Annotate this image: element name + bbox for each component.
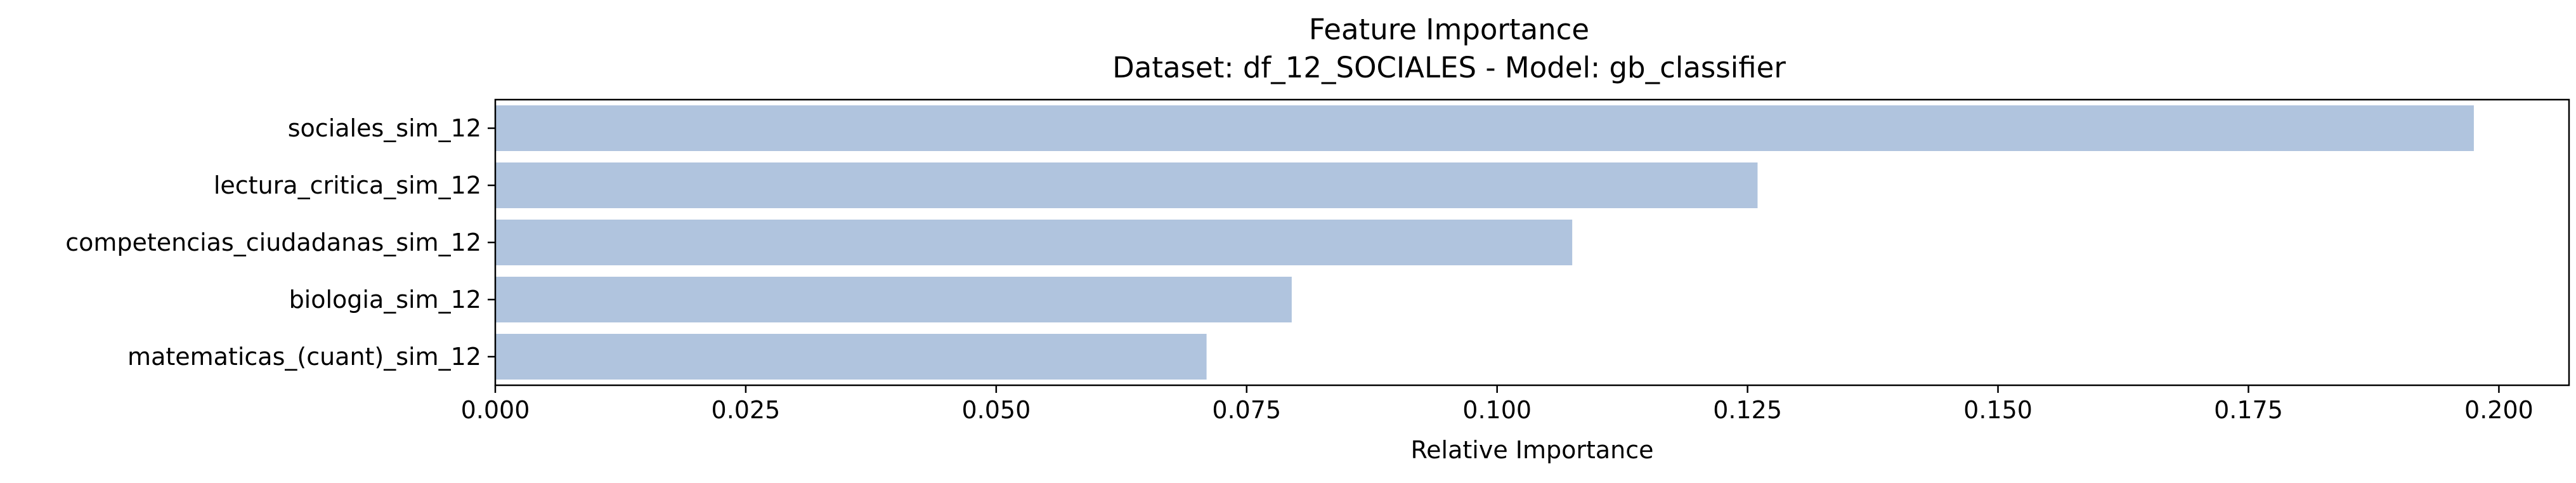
x-tick-label: 0.175: [2214, 396, 2283, 424]
y-tick-label: competencias_ciudadanas_sim_12: [65, 228, 481, 256]
bar-lectura_critica_sim_12: [495, 162, 1758, 208]
bar-sociales_sim_12: [495, 105, 2474, 151]
x-tick-label: 0.025: [712, 396, 781, 424]
chart-subtitle: Dataset: df_12_SOCIALES - Model: gb_clas…: [1112, 51, 1786, 84]
chart-title: Feature Importance: [1309, 13, 1589, 46]
x-tick-label: 0.100: [1462, 396, 1532, 424]
x-tick-label: 0.000: [461, 396, 530, 424]
x-tick-label: 0.050: [961, 396, 1031, 424]
x-axis-label: Relative Importance: [1410, 436, 1653, 464]
x-tick-label: 0.150: [1963, 396, 2033, 424]
x-axis-ticks: 0.000 0.025 0.050 0.075 0.100 0.125 0.150 0.175…: [461, 385, 2534, 424]
bars-group: [495, 105, 2474, 380]
bar-biologia_sim_12: [495, 277, 1292, 322]
y-axis-ticks: sociales_sim_12 lectura_critica_sim_12com…: [65, 114, 495, 371]
x-tick-label: 0.200: [2464, 396, 2534, 424]
x-tick-label: 0.075: [1212, 396, 1281, 424]
bar-matematicas_(cuant)_sim_12: [495, 334, 1207, 380]
bar-competencias_ciudadanas_sim_12: [495, 220, 1573, 265]
y-tick-label: biologia_sim_12: [289, 286, 481, 314]
plot-frame: [494, 98, 2570, 387]
y-tick-label: lectura_critica_sim_12: [214, 171, 481, 199]
y-tick-label: matematicas_(cuant)_sim_12: [127, 343, 481, 371]
y-tick-label: sociales_sim_12: [288, 114, 481, 142]
x-tick-label: 0.125: [1713, 396, 1782, 424]
